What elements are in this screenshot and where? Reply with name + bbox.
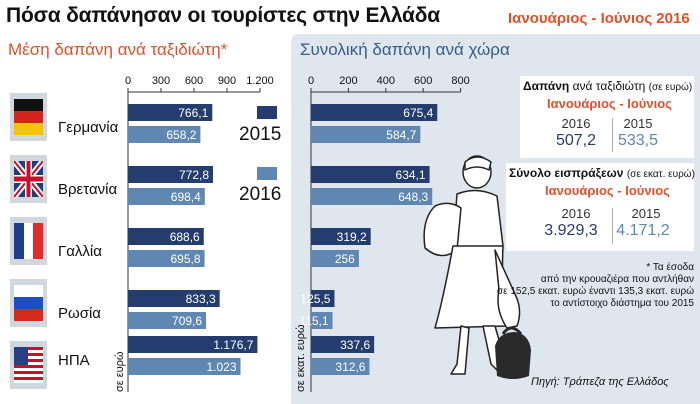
flag-box-uk [10, 155, 47, 203]
tourist-silhouette-icon [423, 155, 531, 379]
tick-label-total: 800 [451, 75, 469, 87]
country-label-uk: Βρετανία [58, 181, 118, 198]
right-bar-chart: 0 200 400 600 800 675,4 584,7 634,1 648,3 319,2 25… [299, 75, 470, 392]
flag-box-russia [10, 279, 47, 327]
data-label-avg-2015: 766,1 [178, 106, 208, 120]
data-label-total-2016: 312,6 [335, 360, 365, 374]
bar-total-2016 [311, 126, 421, 143]
right-chart-title: Συνολική δαπάνη ανά χώρα [300, 40, 510, 59]
russia-flag-icon [14, 285, 43, 321]
legend-label-2016: 2016 [239, 184, 282, 205]
data-label-total-2015: 337,6 [340, 338, 370, 352]
receipts-year-2015: 2015 [631, 206, 661, 221]
usa-flag-icon [14, 347, 43, 383]
legend-swatch-2015 [257, 106, 277, 119]
country-label-france: Γαλλία [58, 243, 102, 260]
data-label-total-2016: 115,1 [299, 314, 328, 328]
bar-avg-2016 [128, 126, 201, 143]
page-title: Πόσα δαπάνησαν οι τουρίστες στην Ελλάδα [6, 4, 441, 27]
tick-label-avg: 900 [218, 75, 236, 87]
avg-spend-year-2015: 2015 [623, 116, 653, 131]
data-label-avg-2016: 658,2 [166, 128, 196, 142]
tick-label-total: 600 [414, 75, 432, 87]
data-label-avg-2016: 709,6 [172, 314, 202, 328]
left-chart-title: Μέση δαπάνη ανά ταξιδιώτη* [8, 40, 228, 59]
bar-avg-2015 [128, 104, 213, 121]
uk-flag-icon [14, 161, 43, 197]
tick-label-total: 0 [308, 75, 314, 87]
avg-spend-value-2016: 507,2 [555, 132, 597, 149]
bar-avg-2015 [128, 228, 204, 245]
bar-total-2016 [311, 312, 333, 329]
bar-total-2015 [311, 336, 375, 353]
bar-avg-2016 [128, 312, 207, 329]
flag-box-usa [10, 341, 47, 389]
source-note: Πηγή: Τράπεζα της Ελλάδος [531, 376, 669, 388]
bar-total-2015 [311, 228, 371, 245]
tick-label-total: 200 [339, 75, 357, 87]
country-label-russia: Ρωσία [58, 305, 101, 322]
avg-spend-period: Ιανουάριος - Ιούνιος [547, 96, 672, 111]
receipts-divider [612, 208, 613, 244]
data-label-total-2015: 125,5 [300, 292, 330, 306]
data-label-avg-2015: 688,6 [170, 230, 200, 244]
bar-total-2015 [311, 290, 335, 307]
tick-label-avg: 0 [125, 75, 131, 87]
right-unit-label: σε εκατ. ευρώ [295, 324, 307, 392]
france-flag-icon [14, 223, 43, 259]
bar-total-2015 [311, 166, 430, 183]
data-label-avg-2016: 1.023 [206, 360, 236, 374]
footnote: * Τα έσοδα από την κρουαζιέρα που αντλήθ… [496, 262, 694, 309]
germany-flag-icon [14, 99, 43, 135]
flag-box-france [10, 217, 47, 265]
avg-spend-divider [612, 118, 613, 152]
bar-avg-2015 [128, 336, 258, 353]
bar-avg-2015 [128, 290, 220, 307]
tick-label-avg: 300 [152, 75, 170, 87]
data-label-total-2015: 319,2 [337, 230, 367, 244]
receipts-value-2015: 4.171,2 [616, 222, 670, 239]
left-unit-label: σε ευρώ [114, 351, 126, 392]
data-label-total-2016: 648,3 [398, 190, 428, 204]
avg-spend-info-box [520, 76, 694, 158]
data-label-total-2015: 634,1 [396, 168, 426, 182]
bar-avg-2016 [128, 358, 241, 375]
data-label-avg-2015: 1.176,7 [213, 338, 253, 352]
bar-total-2016 [311, 188, 433, 205]
avg-spend-title: Δαπάνη ανά ταξιδιώτη (σε ευρώ) [523, 79, 693, 93]
bar-avg-2015 [128, 166, 214, 183]
receipts-year-2016: 2016 [561, 206, 591, 221]
avg-spend-value-2015: 533,5 [617, 132, 659, 149]
avg-spend-year-2016: 2016 [561, 116, 591, 131]
flag-box-germany [10, 93, 47, 141]
bar-avg-2016 [128, 188, 205, 205]
period-title: Ιανουάριος - Ιούνιος 2016 [508, 10, 690, 27]
legend-label-2015: 2015 [239, 124, 282, 145]
data-label-avg-2016: 698,4 [171, 190, 201, 204]
legend-swatch-2016 [257, 167, 277, 180]
bar-avg-2016 [128, 250, 205, 267]
bar-total-2016 [311, 250, 359, 267]
data-label-total-2016: 256 [335, 252, 355, 266]
tick-label-avg: 600 [185, 75, 203, 87]
receipts-title: Σύνολο εισπράξεων (σε εκατ. ευρώ) [509, 166, 695, 180]
tick-label-total: 400 [377, 75, 395, 87]
bar-total-2015 [311, 104, 438, 121]
data-label-total-2016: 584,7 [386, 128, 416, 142]
left-bar-chart: 0 300 600 900 1.200 766,1 658,2 772,8 698,4 688,6… [125, 75, 274, 392]
data-label-avg-2015: 772,8 [179, 168, 209, 182]
country-label-germany: Γερμανία [58, 119, 119, 136]
receipts-info-box [506, 163, 694, 251]
data-label-avg-2015: 833,3 [186, 292, 216, 306]
data-label-total-2015: 675,4 [403, 106, 433, 120]
tick-label-avg: 1.200 [246, 75, 274, 87]
receipts-value-2016: 3.929,3 [544, 222, 598, 239]
data-label-avg-2016: 695,8 [171, 252, 201, 266]
bar-total-2016 [311, 358, 370, 375]
country-label-usa: ΗΠΑ [58, 352, 90, 369]
receipts-period: Ιανουάριος - Ιούνιος [545, 183, 670, 198]
